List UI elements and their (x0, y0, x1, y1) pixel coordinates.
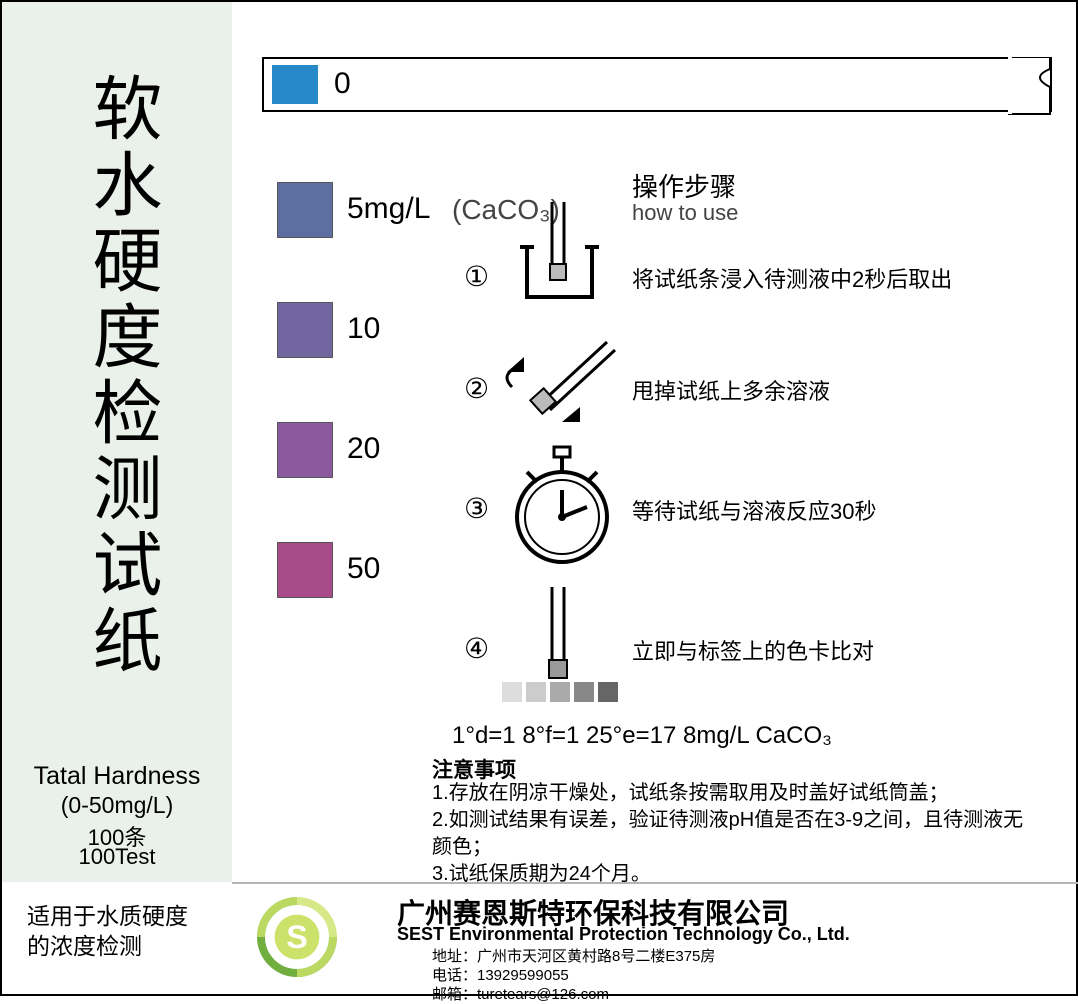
swatch-20-label: 20 (347, 432, 380, 466)
step3-text: 等待试纸与溶液反应30秒 (632, 494, 876, 526)
sidebar: 软水硬度检测试纸 Tatal Hardness (0-50mg/L) 100条 … (2, 2, 232, 882)
test-strip: 0 (262, 57, 1052, 112)
step2-number: ② (464, 372, 489, 405)
product-range: (0-50mg/L) (12, 792, 222, 819)
svg-text:S: S (286, 919, 307, 955)
swatch-20 (277, 422, 333, 478)
strip-value: 0 (334, 67, 351, 101)
swatch-50-label: 50 (347, 552, 380, 586)
product-label: 软水硬度检测试纸 Tatal Hardness (0-50mg/L) 100条 … (0, 0, 1078, 996)
step3-number: ③ (464, 492, 489, 525)
swatch-10-label: 10 (347, 312, 380, 346)
strip-indicator-pad (272, 65, 318, 104)
steps-title-cn: 操作步骤 (632, 167, 736, 204)
company-logo-icon: S (257, 897, 337, 977)
dip-icon (512, 202, 612, 312)
shake-icon (502, 332, 622, 432)
count-en: 100Test (12, 844, 222, 870)
product-description: 适用于水质硬度 的浓度检测 (27, 902, 188, 962)
swatch-10 (277, 302, 333, 358)
swatch-50 (277, 542, 333, 598)
product-subtitle-en: Tatal Hardness (12, 762, 222, 791)
step2-text: 甩掉试纸上多余溶液 (632, 374, 830, 406)
compare-icon (492, 582, 652, 712)
product-title-cn: 软水硬度检测试纸 (72, 72, 173, 680)
swatch-5 (277, 182, 333, 238)
strip-tail-icon (1008, 57, 1052, 116)
notes-body: 1.存放在阴凉干燥处，试纸条按需取用及时盖好试纸筒盖； 2.如测试结果有误差，验… (432, 780, 1042, 888)
step4-text: 立即与标签上的色卡比对 (632, 634, 874, 666)
step1-number: ① (464, 260, 489, 293)
step1-text: 将试纸条浸入待测液中2秒后取出 (632, 262, 952, 294)
conversion-formula: 1°d=1 8°f=1 25°e=17 8mg/L CaCO₃ (452, 722, 832, 750)
steps-title-en: how to use (632, 200, 738, 226)
stopwatch-icon (507, 442, 617, 572)
divider (232, 882, 1078, 884)
swatch-5-label: 5mg/L (347, 192, 430, 226)
step4-number: ④ (464, 632, 489, 665)
company-name-en: SEST Environmental Protection Technology… (397, 924, 850, 945)
